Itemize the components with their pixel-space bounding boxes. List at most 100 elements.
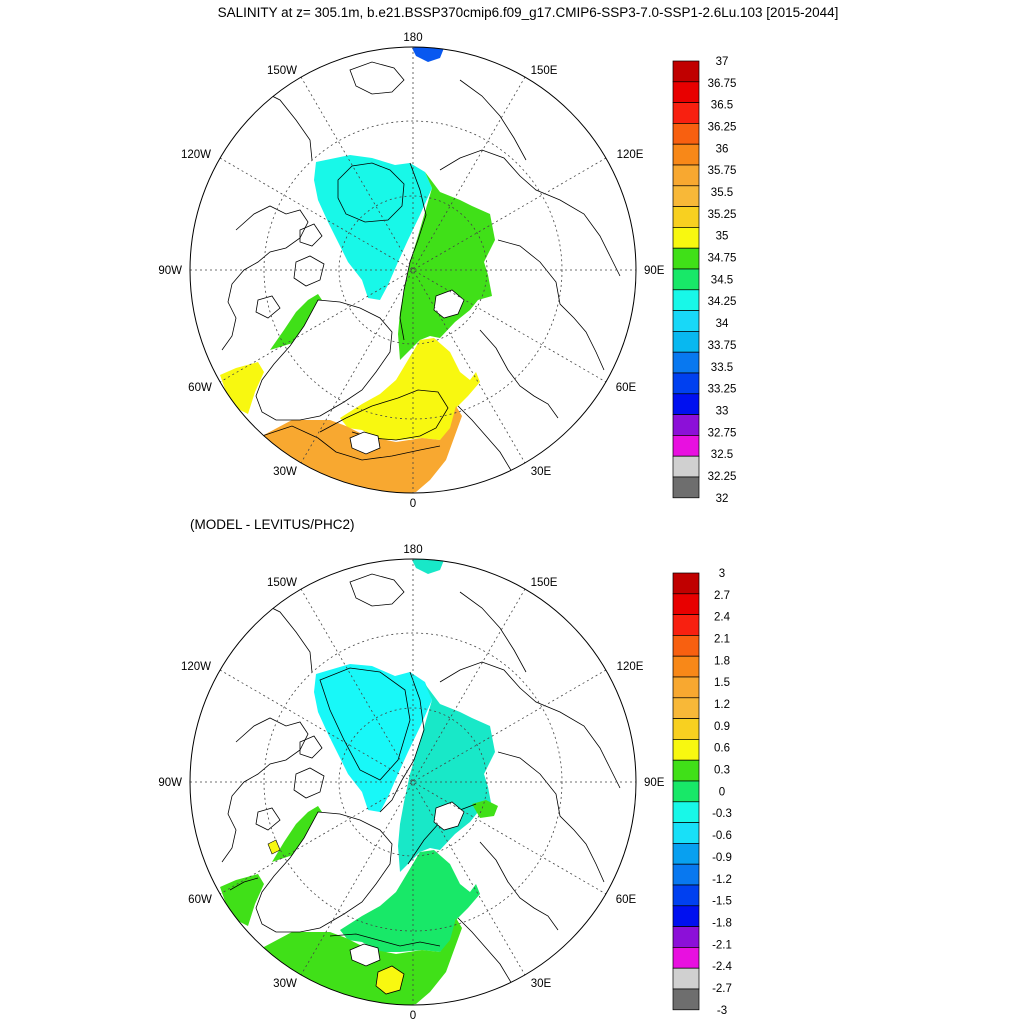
lon-label-right: 90E <box>644 265 665 277</box>
contour-line <box>229 877 259 891</box>
difference-core-contour <box>319 667 411 781</box>
colorbar-swatch <box>672 227 700 249</box>
colorbar-tick-label: 35 <box>716 231 729 243</box>
colorbar-swatch <box>672 102 700 124</box>
colorbar-swatch <box>672 123 700 145</box>
colorbar-tick-label: 34.5 <box>711 274 733 286</box>
difference-colorbar: 3 2.7 2.4 2.1 1.8 1.5 1.2 0.9 0.6 0.3 0 -0.3 -0.6 -0.… <box>672 568 733 1017</box>
colorbar-swatch <box>672 455 700 478</box>
colorbar-swatch <box>672 759 700 782</box>
colorbar-swatch <box>672 926 700 948</box>
coastline <box>439 661 621 789</box>
colorbar-swatch <box>672 655 700 678</box>
figure-title: SALINITY at z= 305.1m, b.e21.BSSP370cmip… <box>218 5 839 20</box>
lon-label-60w: 60W <box>188 894 212 906</box>
coastline <box>439 149 621 277</box>
colorbar-swatch <box>672 593 700 615</box>
lon-label-30w: 30W <box>273 978 297 990</box>
greenland-land <box>255 811 393 933</box>
lon-label-120e: 120E <box>617 661 644 673</box>
colorbar-tick-label: 2.1 <box>714 634 730 646</box>
salinity-core-contour <box>337 162 405 223</box>
lon-label-top: 180 <box>403 32 422 44</box>
colorbar-tick-label: 36.75 <box>708 78 737 90</box>
eurasian-basin-region <box>398 684 495 872</box>
colorbar-swatch <box>672 884 700 907</box>
baffin-bay-region <box>272 806 326 862</box>
difference-map-panel: 180 0 90W 90E 150W 150E 120W 120E 60W 60… <box>158 544 732 1022</box>
colorbar-tick-label: 34 <box>716 318 729 330</box>
colorbar-tick-label: 1.5 <box>714 677 730 689</box>
colorbar-tick-label: -2.7 <box>712 983 732 995</box>
coastline <box>479 841 559 931</box>
nordic-seas-region <box>340 338 480 440</box>
colorbar-tick-label: 0 <box>719 786 725 798</box>
lon-label-30e: 30E <box>531 978 552 990</box>
colorbar-tick-label: 36.5 <box>711 100 733 112</box>
contour-line <box>399 162 427 341</box>
colorbar-tick-label: 32.5 <box>711 449 733 461</box>
colorbar-tick-label: -1.5 <box>712 896 732 908</box>
lon-label-60e: 60E <box>616 382 637 394</box>
colorbar-tick-label: 36.25 <box>708 122 737 134</box>
contour-line <box>329 933 441 947</box>
colorbar-tick-label: 32.25 <box>708 471 737 483</box>
colorbar-swatch <box>672 351 700 374</box>
colorbar-tick-label: 3 <box>719 568 725 580</box>
coastline <box>221 717 309 863</box>
colorbar-tick-label: 32 <box>716 493 729 505</box>
colorbar-swatch <box>672 988 700 1011</box>
colorbar-tick-label: 35.5 <box>711 187 733 199</box>
colorbar-tick-label: 33.25 <box>708 384 737 396</box>
positive-anomaly-patch <box>375 965 405 995</box>
colorbar-swatch <box>672 635 700 657</box>
colorbar-swatch <box>672 739 700 761</box>
iceland-land <box>349 943 381 967</box>
map-boundary <box>189 558 637 1006</box>
coastline <box>349 573 405 607</box>
colorbar-swatch <box>672 393 700 415</box>
coastline <box>221 205 309 351</box>
colorbar-swatch <box>672 718 700 740</box>
coastline <box>255 735 325 831</box>
colorbar-swatch <box>672 331 700 353</box>
colorbar-tick-label: 2.7 <box>714 590 730 602</box>
lon-label-bottom: 0 <box>410 498 416 510</box>
colorbar-tick-label: -3 <box>717 1005 727 1017</box>
lon-label-120w: 120W <box>181 661 211 673</box>
colorbar-tick-label: 35.25 <box>708 209 737 221</box>
salinity-map-panel: 180 0 90W 90E 150W 150E 120W 120E 60W 60… <box>158 32 736 510</box>
lon-label-120e: 120E <box>617 149 644 161</box>
colorbar-tick-label: 0.6 <box>714 743 730 755</box>
svalbard-land <box>433 289 465 319</box>
colorbar-tick-label: 2.4 <box>714 612 731 624</box>
colorbar-swatch <box>672 435 700 457</box>
lon-label-120w: 120W <box>181 149 211 161</box>
lon-label-30e: 30E <box>531 466 552 478</box>
colorbar-tick-label: 34.25 <box>708 296 737 308</box>
colorbar-swatch <box>672 905 700 927</box>
colorbar-tick-label: -1.8 <box>712 917 732 929</box>
barents-patch <box>472 800 498 818</box>
coastline <box>349 61 405 95</box>
colorbar-swatch <box>672 164 700 187</box>
coastline <box>255 223 325 319</box>
lon-label-right: 90E <box>644 777 665 789</box>
colorbar-tick-label: -0.9 <box>712 852 732 864</box>
map-boundary <box>189 46 637 494</box>
colorbar-tick-label: -0.3 <box>712 808 732 820</box>
colorbar-swatch <box>672 247 700 270</box>
colorbar-swatch <box>672 143 700 166</box>
graticule-lines <box>190 47 636 493</box>
bering-strait-region <box>412 47 444 62</box>
colorbar-swatch <box>672 206 700 228</box>
colorbar-swatch <box>672 60 700 83</box>
baffin-bay-region <box>270 294 326 350</box>
colorbar-swatch <box>672 676 700 699</box>
colorbar-swatch <box>672 81 700 103</box>
lon-label-150e: 150E <box>531 65 558 77</box>
colorbar-swatch <box>672 614 700 636</box>
iceland-land <box>349 431 381 455</box>
colorbar-swatch <box>672 780 700 803</box>
